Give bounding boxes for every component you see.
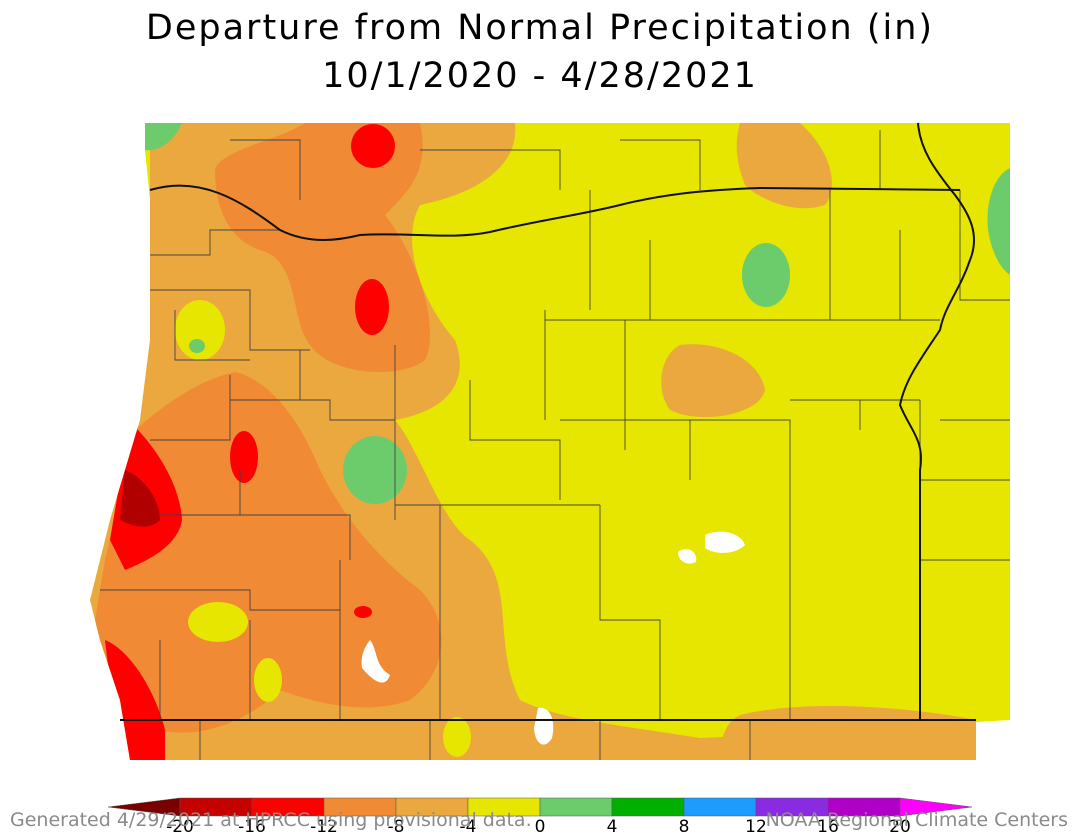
legend-swatch (683, 797, 757, 817)
missing-data-patch (361, 640, 390, 683)
legend-swatch (539, 797, 613, 817)
snake-river-border (898, 122, 975, 720)
zone-red-central (355, 279, 389, 335)
legend-tick-label: 8 (679, 817, 690, 834)
zone-red-north (351, 124, 395, 168)
legend-tick-label: -12 (310, 817, 338, 834)
legend-tick-label: 16 (817, 817, 839, 834)
zone-red-small (354, 606, 372, 618)
zone-green-east-edge (987, 168, 1010, 275)
zone-dark-red-coast (120, 470, 160, 527)
zone-light-orange-ne (736, 123, 832, 209)
legend-tick-label: 12 (745, 817, 767, 834)
missing-data-patch (678, 549, 697, 564)
map-title: Departure from Normal Precipitation (in) (145, 8, 935, 48)
county-boundaries (100, 130, 1010, 760)
zone-green-northeast (742, 243, 790, 307)
missing-data-patch (534, 707, 554, 745)
legend-tick-label: 0 (535, 817, 546, 834)
legend-swatch (611, 797, 685, 817)
legend-bar (107, 797, 973, 817)
map-date-range: 10/1/2020 - 4/28/2021 (322, 56, 758, 96)
legend-tick-labels: -20 -16 -12 -8 -4 0 4 8 12 16 20 (166, 817, 911, 834)
zone-yellow-patch-w (175, 300, 225, 360)
source-credit: NOAA Regional Climate Centers (765, 809, 1068, 831)
zone-red-west (230, 431, 258, 483)
zone-light-orange-central (661, 344, 765, 418)
zone-green-small (189, 339, 205, 353)
legend-swatch (899, 797, 973, 817)
state-boundaries (120, 122, 976, 721)
legend-tick-label: -20 (166, 817, 194, 834)
zone-green-nw-corner (140, 123, 182, 151)
legend-tick-label: -16 (238, 817, 266, 834)
legend-tick-label: 20 (889, 817, 911, 834)
columbia-river-border (149, 184, 961, 241)
generated-note: Generated 4/29/2021 at HPRCC using provi… (10, 809, 532, 831)
legend-tick-label: -4 (460, 817, 477, 834)
missing-data-patch (705, 531, 745, 553)
zone-green-central (343, 436, 407, 504)
legend-tick-label: 4 (607, 817, 618, 834)
zone-orange-southwest (95, 372, 442, 760)
zone-yellow-patch-sw (188, 602, 248, 642)
zone-yellow-patch-s (254, 658, 282, 702)
precip-field (90, 123, 1010, 760)
legend-tick-label: -8 (388, 817, 405, 834)
zone-red-coast-south (105, 640, 165, 760)
zone-yellow-patch-border (443, 717, 471, 757)
